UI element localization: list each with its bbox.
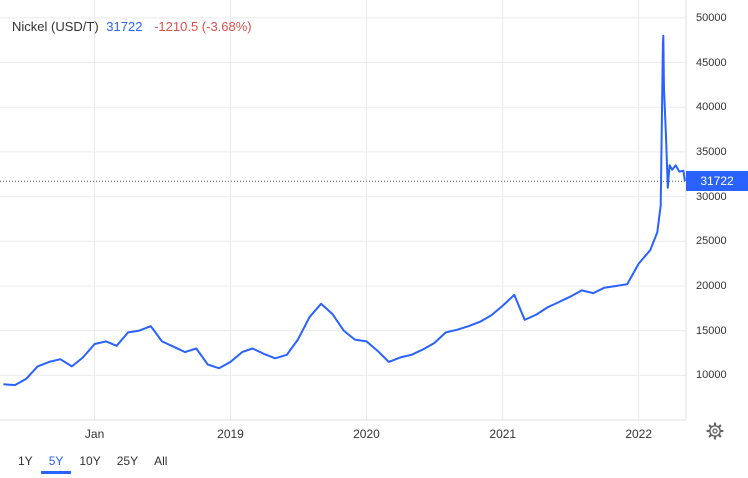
y-tick-label: 45000 [696, 56, 727, 69]
range-button-5y[interactable]: 5Y [40, 450, 72, 474]
range-selector: 1Y 5Y 10Y 25Y All [10, 450, 175, 478]
y-tick-label: 20000 [696, 279, 727, 292]
series-layer [3, 34, 686, 387]
instrument-name: Nickel (USD/T) [12, 19, 99, 34]
y-tick-label: 40000 [696, 101, 727, 114]
y-tick-label: 10000 [696, 369, 727, 382]
x-tick-label: Jan [84, 427, 105, 441]
gear-icon[interactable] [706, 422, 724, 440]
chart-grid [0, 0, 686, 420]
y-tick-label: 35000 [696, 145, 727, 158]
current-price: 31722 [106, 19, 143, 34]
range-button-25y[interactable]: 25Y [116, 454, 139, 468]
price-change: -1210.5 (-3.68%) [154, 19, 252, 34]
y-tick-label: 30000 [696, 190, 727, 203]
last-price-tag: 31722 [686, 171, 748, 192]
x-tick-label: 2022 [625, 427, 653, 441]
y-tick-label: 25000 [696, 235, 727, 248]
range-button-all[interactable]: All [154, 454, 168, 468]
chart-header: Nickel (USD/T) 31722 -1210.5 (-3.68%) [12, 19, 252, 34]
x-tick-label: 2020 [353, 427, 380, 441]
y-tick-label: 15000 [696, 324, 727, 337]
y-tick-label: 50000 [696, 11, 727, 24]
x-tick-label: 2019 [217, 427, 244, 441]
range-button-10y[interactable]: 10Y [79, 454, 101, 468]
range-button-1y[interactable]: 1Y [18, 454, 33, 468]
series-line-nickel [3, 34, 686, 387]
x-tick-label: 2021 [489, 427, 517, 441]
